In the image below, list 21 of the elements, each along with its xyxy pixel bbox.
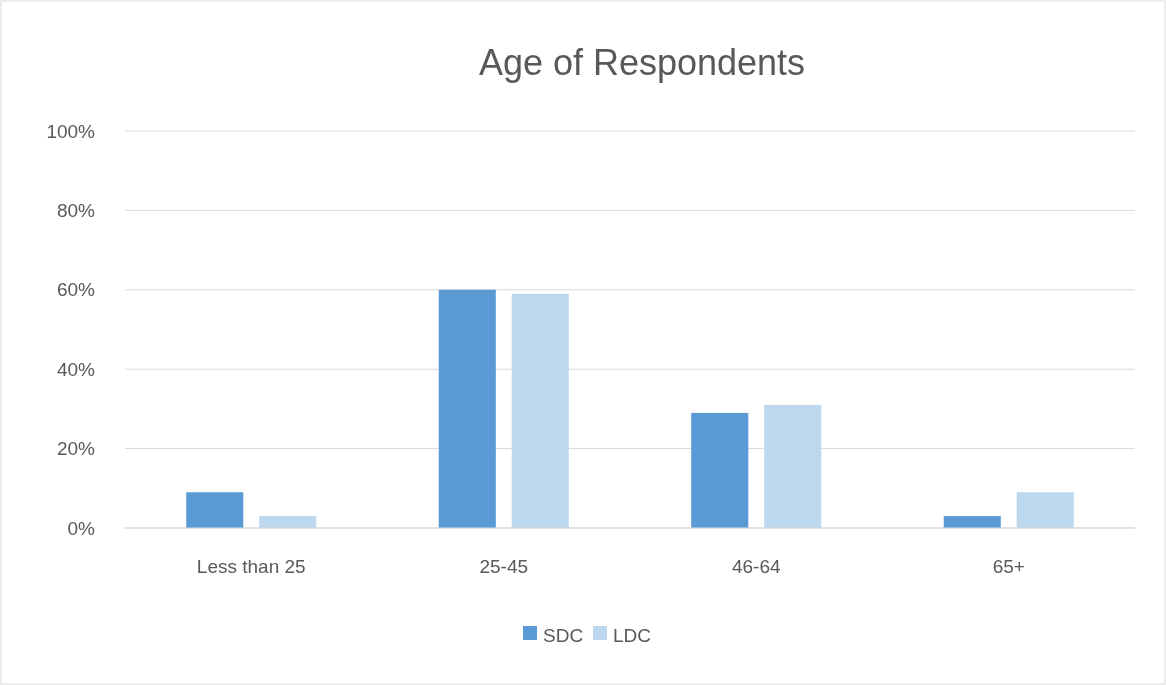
y-tick-label: 0% <box>67 517 96 539</box>
legend-label: SDC <box>543 624 584 646</box>
bar <box>1016 492 1074 528</box>
chart-title: Age of Respondents <box>478 42 806 83</box>
y-tick-label: 80% <box>56 200 96 222</box>
y-tick-label: 60% <box>56 279 96 301</box>
x-tick-label: 25-45 <box>479 556 529 577</box>
legend-label: LDC <box>613 624 652 646</box>
bar <box>186 492 244 528</box>
bar <box>438 289 496 528</box>
y-tick-label: 20% <box>56 438 96 460</box>
x-tick-label: 46-64 <box>731 556 781 577</box>
bar <box>764 404 822 528</box>
bar <box>691 412 749 528</box>
y-tick-label: 100% <box>46 120 96 142</box>
x-tick-label: Less than 25 <box>196 556 306 577</box>
y-tick-label: 40% <box>56 358 96 380</box>
bar <box>943 516 1001 528</box>
x-tick-label: 65+ <box>992 556 1025 577</box>
bar <box>259 516 317 528</box>
bar <box>511 293 569 528</box>
